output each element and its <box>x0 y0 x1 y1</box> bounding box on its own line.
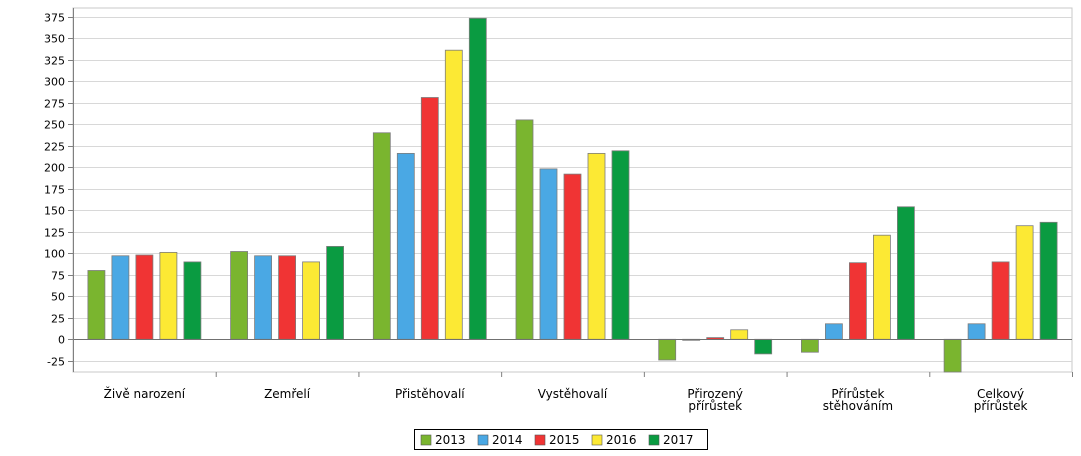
axes <box>68 8 1073 377</box>
y-tick-labels: -25 0 25 50 75 100 125 150 175 200 225 250 275 300 325… <box>44 12 65 369</box>
legend-label: 2015 <box>549 433 580 447</box>
bar <box>801 338 819 353</box>
bar <box>873 234 891 340</box>
y-tick-label: 325 <box>44 55 65 68</box>
bar <box>730 329 749 340</box>
category-label: Celkový <box>977 387 1024 401</box>
bar <box>943 338 962 373</box>
legend-label: 2016 <box>606 433 637 447</box>
bar <box>326 245 345 340</box>
bar <box>825 323 843 340</box>
category-label: Živě narození <box>104 386 186 401</box>
y-tick-label: 0 <box>58 334 65 347</box>
legend-swatch <box>591 434 603 446</box>
y-tick-label: 200 <box>44 162 65 175</box>
legend-swatch <box>534 434 546 446</box>
category-label: Vystěhovalí <box>538 387 608 401</box>
category-label: Přírůstek <box>831 387 884 401</box>
y-tick-label: 225 <box>44 141 65 154</box>
legend-swatch <box>477 434 489 446</box>
y-tick-label: 350 <box>44 33 65 46</box>
y-tick-label: 375 <box>44 12 65 25</box>
y-tick-label: 250 <box>44 119 65 132</box>
category-label: stěhováním <box>823 399 893 413</box>
bar <box>87 270 106 340</box>
bar <box>183 261 202 340</box>
y-tick-label: 75 <box>51 270 65 283</box>
bar <box>967 323 986 340</box>
bar <box>1015 225 1034 340</box>
y-tick-label: 100 <box>44 248 65 261</box>
legend-label: 2017 <box>663 433 694 447</box>
y-tick-label: 300 <box>44 76 65 89</box>
category-label: Přistěhovalí <box>395 387 465 401</box>
y-tick-label: 275 <box>44 98 65 111</box>
legend-swatch <box>648 434 660 446</box>
bar <box>254 255 273 340</box>
bar <box>468 17 487 340</box>
category-label: přírůstek <box>688 399 742 413</box>
bar <box>539 168 558 340</box>
bar <box>230 251 249 340</box>
bar <box>444 49 463 340</box>
bar <box>658 338 677 361</box>
bar <box>111 255 130 340</box>
bar <box>754 338 773 355</box>
bar <box>278 255 297 340</box>
legend-swatch <box>420 434 432 446</box>
bar <box>587 152 606 340</box>
bar <box>515 119 534 340</box>
y-tick-label: 175 <box>44 184 65 197</box>
bar <box>1039 221 1058 340</box>
category-label: Přirozený <box>687 387 743 401</box>
y-tick-label: 150 <box>44 205 65 218</box>
category-label: Zemřelí <box>264 387 311 401</box>
bar <box>897 206 915 340</box>
bar <box>135 254 154 340</box>
legend-label: 2013 <box>435 433 466 447</box>
bars <box>87 17 1058 373</box>
bar <box>396 152 415 340</box>
legend-label: 2014 <box>492 433 523 447</box>
legend: 2013 2014 2015 2016 2017 <box>414 429 708 450</box>
bar <box>420 97 439 340</box>
y-tick-label: 125 <box>44 227 65 240</box>
bar <box>159 251 178 340</box>
bar <box>611 150 630 340</box>
y-tick-label: 50 <box>51 291 65 304</box>
y-tick-label: 25 <box>51 313 65 326</box>
bar <box>302 261 321 340</box>
category-label: přírůstek <box>974 399 1028 413</box>
y-tick-label: -25 <box>47 356 65 369</box>
bar <box>849 262 867 340</box>
bar <box>372 132 391 340</box>
bar <box>563 173 582 340</box>
category-labels: Živě narození Zemřelí Přistěhovalí Vystěhov… <box>104 386 1028 413</box>
bar <box>991 261 1010 340</box>
